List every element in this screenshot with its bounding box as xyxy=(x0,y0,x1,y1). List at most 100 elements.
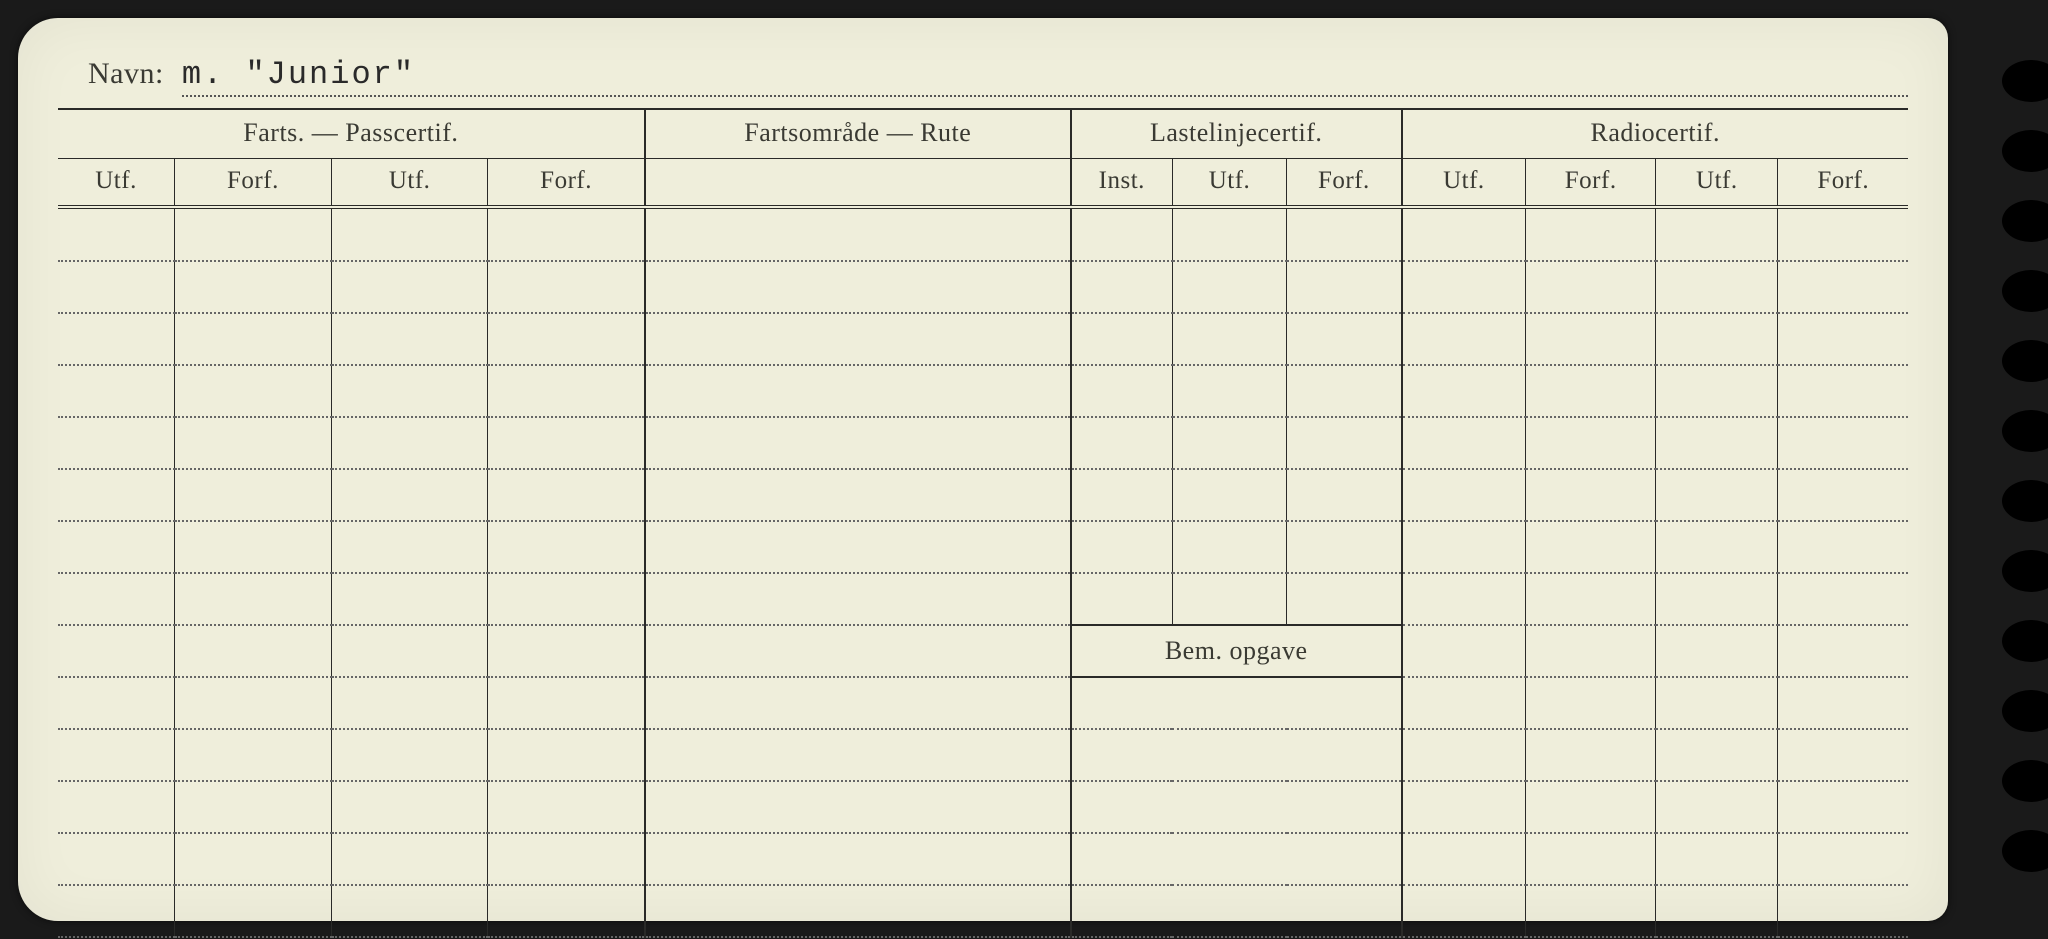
table-cell xyxy=(175,521,332,573)
table-cell xyxy=(1656,209,1778,261)
table-cell xyxy=(1656,261,1778,313)
table-row xyxy=(58,573,1908,625)
sub-rute-blank xyxy=(645,159,1071,206)
table-cell xyxy=(1172,261,1287,313)
table-row xyxy=(58,833,1908,885)
table-cell xyxy=(645,521,1071,573)
table-cell xyxy=(1778,313,1908,365)
table-cell xyxy=(1402,209,1526,261)
table-cell xyxy=(488,469,645,521)
table-cell xyxy=(1656,573,1778,625)
table-cell xyxy=(1172,313,1287,365)
table-cell xyxy=(1778,833,1908,885)
table-cell xyxy=(1778,365,1908,417)
table-cell xyxy=(1778,885,1908,937)
table-cell xyxy=(58,261,175,313)
table-cell xyxy=(1402,417,1526,469)
name-label: Navn: xyxy=(88,57,164,91)
table-cell xyxy=(1071,417,1172,469)
table-cell xyxy=(1778,417,1908,469)
table-cell xyxy=(175,417,332,469)
sub-forf-5: Forf. xyxy=(1778,159,1908,206)
table-row xyxy=(58,469,1908,521)
table-cell xyxy=(1402,261,1526,313)
table-cell xyxy=(1526,573,1656,625)
table-cell xyxy=(331,573,488,625)
table-cell xyxy=(1071,885,1402,937)
table-cell xyxy=(1656,365,1778,417)
table-cell xyxy=(488,313,645,365)
table-cell xyxy=(1287,209,1402,261)
table-cell xyxy=(1287,573,1402,625)
table-cell xyxy=(1526,677,1656,729)
table-cell xyxy=(1402,365,1526,417)
table-cell xyxy=(175,573,332,625)
table-cell xyxy=(1656,677,1778,729)
table-cell xyxy=(175,885,332,937)
sub-utf-1: Utf. xyxy=(58,159,175,206)
ledger-table: Farts. — Passcertif. Fartsområde — Rute … xyxy=(58,110,1908,938)
table-cell xyxy=(58,313,175,365)
table-cell xyxy=(175,781,332,833)
table-cell xyxy=(1526,469,1656,521)
hdr-lastelinje: Lastelinjecertif. xyxy=(1071,110,1402,159)
table-cell xyxy=(645,885,1071,937)
table-cell xyxy=(175,469,332,521)
table-cell xyxy=(1778,209,1908,261)
table-cell xyxy=(488,677,645,729)
table-cell xyxy=(645,469,1071,521)
table-cell xyxy=(58,677,175,729)
table-cell xyxy=(645,365,1071,417)
table-cell xyxy=(488,729,645,781)
table-cell xyxy=(1287,261,1402,313)
table-cell xyxy=(175,365,332,417)
table-cell xyxy=(58,885,175,937)
table-cell xyxy=(331,313,488,365)
hdr-fartsomrade: Fartsområde — Rute xyxy=(645,110,1071,159)
table-cell xyxy=(645,417,1071,469)
table-cell xyxy=(488,625,645,677)
table-cell xyxy=(1071,677,1402,729)
punch-hole xyxy=(2002,200,2048,242)
table-cell xyxy=(1526,833,1656,885)
table-cell xyxy=(488,365,645,417)
table-cell xyxy=(1402,521,1526,573)
table-cell xyxy=(1526,781,1656,833)
table-row xyxy=(58,521,1908,573)
mid-header-row: Bem. opgave xyxy=(58,625,1908,677)
table-cell xyxy=(488,833,645,885)
table-row xyxy=(58,365,1908,417)
punch-hole xyxy=(2002,480,2048,522)
table-cell xyxy=(1778,781,1908,833)
table-row xyxy=(58,261,1908,313)
table-cell xyxy=(58,729,175,781)
table-cell xyxy=(331,781,488,833)
table-cell xyxy=(1071,781,1402,833)
sub-forf-4: Forf. xyxy=(1526,159,1656,206)
table-cell xyxy=(1526,209,1656,261)
table-cell xyxy=(645,729,1071,781)
table-cell xyxy=(175,677,332,729)
table-cell xyxy=(331,209,488,261)
table-cell xyxy=(1402,729,1526,781)
table-cell xyxy=(645,677,1071,729)
table-cell xyxy=(175,625,332,677)
record-card: Navn: m. "Junior" Farts. — Passcertif. F… xyxy=(18,18,1948,921)
table-row xyxy=(58,729,1908,781)
table-cell xyxy=(645,625,1071,677)
table-cell xyxy=(645,833,1071,885)
table-cell xyxy=(331,417,488,469)
table-cell xyxy=(331,261,488,313)
mid-header-label: Bem. opgave xyxy=(1071,625,1402,677)
table-cell xyxy=(1526,885,1656,937)
table-cell xyxy=(58,469,175,521)
table-cell xyxy=(175,729,332,781)
table-cell xyxy=(58,573,175,625)
table-row xyxy=(58,417,1908,469)
table-row xyxy=(58,209,1908,261)
punch-hole xyxy=(2002,620,2048,662)
sub-forf-2: Forf. xyxy=(488,159,645,206)
table-cell xyxy=(331,521,488,573)
punch-holes xyxy=(1948,0,2048,939)
table-cell xyxy=(1526,729,1656,781)
